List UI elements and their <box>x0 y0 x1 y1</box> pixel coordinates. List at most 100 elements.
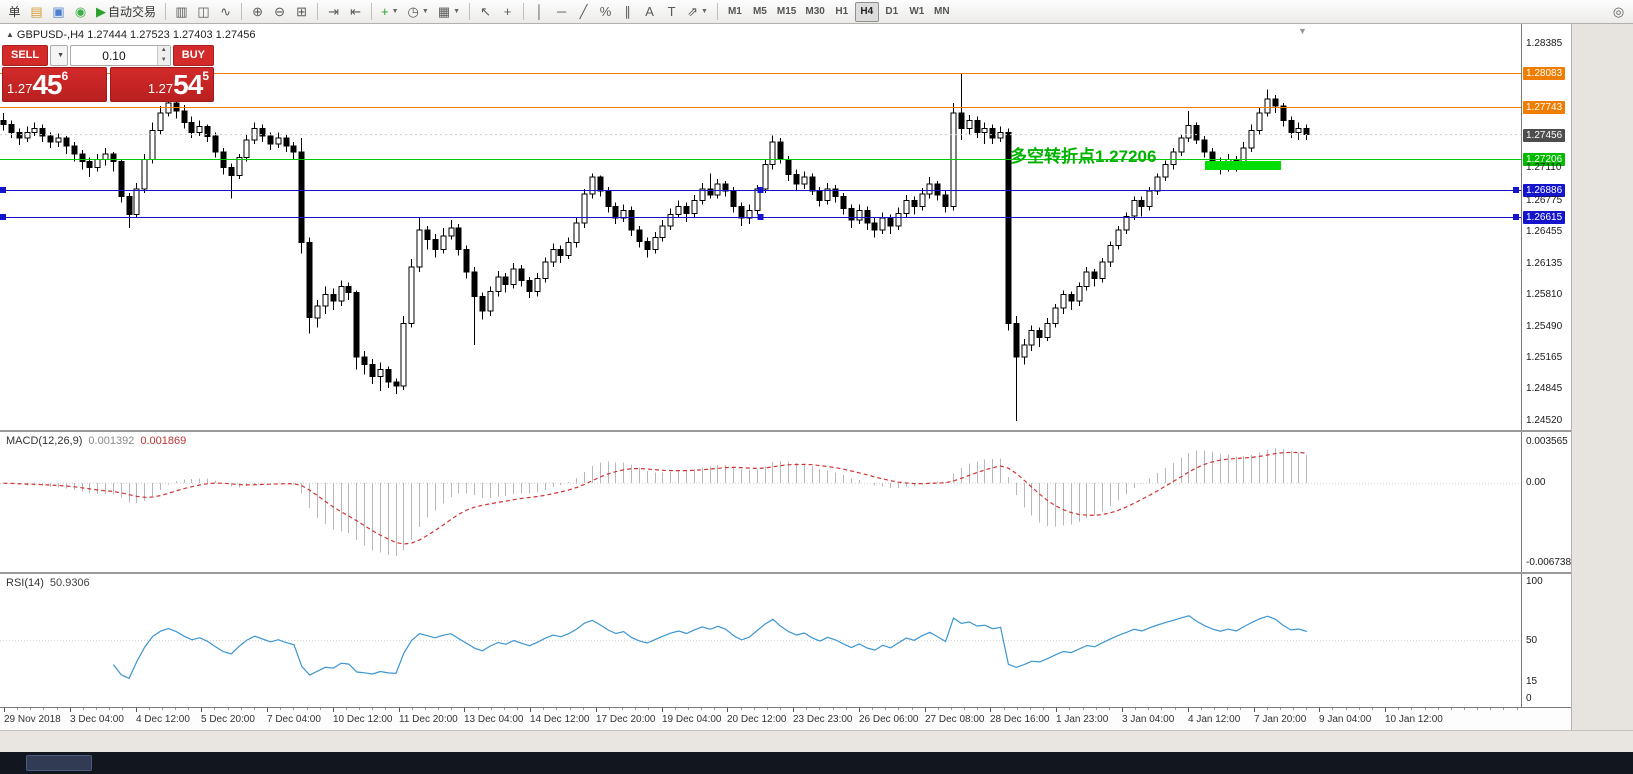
trendline-button[interactable]: ╱ <box>573 2 594 22</box>
zoom-out-button[interactable]: ⊖ <box>269 2 290 22</box>
macd-scale-label: 0.003565 <box>1526 436 1568 447</box>
timeframe-m30-button[interactable]: M30 <box>801 2 828 22</box>
community-button[interactable]: ◎ <box>1608 2 1629 22</box>
time-axis-minor-tick <box>372 708 373 710</box>
market-icon-button[interactable]: ◉ <box>70 2 91 22</box>
caret-down-icon: ▼ <box>421 8 429 15</box>
time-axis-minor-tick <box>1135 708 1136 710</box>
price-tag: 1.26886 <box>1523 184 1566 197</box>
cursor-button[interactable]: ↖ <box>475 2 496 22</box>
templates-icon: ▦ <box>437 4 451 19</box>
profile-icon-button[interactable]: ▣ <box>48 2 69 22</box>
chart-shift-button[interactable]: ⇤ <box>345 2 366 22</box>
sell-button[interactable]: SELL <box>2 45 49 66</box>
macd-scale[interactable]: 0.003565 0.00 -0.006738 <box>1521 432 1571 572</box>
macd-histogram <box>11 448 1307 557</box>
new-order-button[interactable]: 单 <box>4 2 25 22</box>
time-axis-label: 1 Jan 23:00 <box>1056 714 1109 725</box>
time-axis-tick <box>136 708 137 712</box>
l ot-up-icon[interactable]: ▲ <box>157 46 170 56</box>
vertical-line-button[interactable]: │ <box>529 2 550 22</box>
time-axis-label: 10 Jan 12:00 <box>1385 714 1443 725</box>
time-axis-label: 10 Dec 12:00 <box>333 714 393 725</box>
hline-handle[interactable] <box>0 187 6 193</box>
toolbar-separator <box>523 3 525 20</box>
sell-price-display[interactable]: 1.27 45 6 <box>2 67 107 102</box>
time-axis-minor-tick <box>1214 708 1215 710</box>
horizontal-line-button[interactable]: ─ <box>551 2 572 22</box>
time-axis-minor-tick <box>83 708 84 710</box>
hline-handle[interactable] <box>1513 214 1519 220</box>
autotrading-button[interactable]: ▶ 自动交易 <box>92 2 160 22</box>
price-scale-label: 1.24520 <box>1526 415 1563 426</box>
timeframe-m15-button[interactable]: M15 <box>773 2 800 22</box>
support-zone-rect[interactable] <box>1205 161 1281 170</box>
timeframe-h1-button[interactable]: H1 <box>830 2 854 22</box>
time-axis-tick <box>267 708 268 712</box>
time-axis-minor-tick <box>635 708 636 710</box>
time-axis-minor-tick <box>385 708 386 710</box>
trade-options-caret[interactable]: ▼ <box>50 45 69 66</box>
candlestick-chart-button[interactable]: ◫ <box>193 2 214 22</box>
chart-text-annotation[interactable]: 多空转折点1.27206 <box>1010 147 1157 166</box>
hline-handle[interactable] <box>757 187 764 193</box>
buy-button[interactable]: BUY <box>172 45 214 66</box>
timeframe-m5-button[interactable]: M5 <box>748 2 772 22</box>
periods-button[interactable]: ◷ ▼ <box>404 2 433 22</box>
price-scale-label: 1.27110 <box>1526 162 1562 173</box>
timeframe-d1-button[interactable]: D1 <box>880 2 904 22</box>
chart-shift-marker-icon[interactable]: ▼ <box>1298 26 1307 36</box>
arrows-button[interactable]: ⇗ ▼ <box>683 2 712 22</box>
time-axis-minor-tick <box>741 708 742 710</box>
hline-handle[interactable] <box>0 214 6 220</box>
price-tag: 1.27206 <box>1523 153 1566 166</box>
lot-down-icon[interactable]: ▼ <box>157 55 170 65</box>
hline-handle[interactable] <box>757 214 764 220</box>
timeframe-mn-button[interactable]: MN <box>930 2 954 22</box>
timeframe-m1-button[interactable]: M1 <box>723 2 747 22</box>
time-axis-minor-tick <box>175 708 176 710</box>
channel-button[interactable]: ∥ <box>617 2 638 22</box>
lot-size-input[interactable] <box>71 46 157 65</box>
fibonacci-button[interactable]: % <box>595 2 616 22</box>
time-axis[interactable]: 29 Nov 2018 3 Dec 04:00 4 Dec 12:00 5 Dec 2… <box>0 708 1571 730</box>
candlestick-chart-icon: ◫ <box>197 4 210 19</box>
timeframe-h4-button[interactable]: H4 <box>854 1 879 22</box>
panel-collapse-icon[interactable]: ▲ <box>6 30 14 39</box>
time-axis-minor-tick <box>1240 708 1241 710</box>
text-icon: A <box>645 4 654 19</box>
time-axis-tick <box>596 708 597 712</box>
line-chart-button[interactable]: ∿ <box>215 2 236 22</box>
templates-button[interactable]: ▦ ▼ <box>434 2 464 22</box>
rsi-canvas[interactable] <box>0 574 1521 707</box>
accounts-icon-button[interactable]: ▤ <box>26 2 47 22</box>
chart-stack: ▲ GBPUSD-,H4 1.27444 1.27523 1.27403 1.27… <box>0 24 1571 730</box>
time-axis-tick <box>399 708 400 712</box>
buy-price-big: 54 <box>173 69 203 100</box>
auto-scroll-button[interactable]: ⇥ <box>323 2 344 22</box>
time-axis-minor-tick <box>1411 708 1412 710</box>
price-scale[interactable]: 1.28385 1.28083 1.27743 1.27456 1.27206 1.271… <box>1521 24 1571 430</box>
macd-canvas[interactable] <box>0 432 1521 572</box>
tile-windows-button[interactable]: ⊞ <box>291 2 312 22</box>
caret-down-icon: ▼ <box>391 8 399 15</box>
rsi-scale[interactable]: 100 50 15 0 <box>1521 574 1571 707</box>
hline-handle[interactable] <box>1513 187 1519 193</box>
zoom-in-button[interactable]: ⊕ <box>247 2 268 22</box>
time-axis-minor-tick <box>188 708 189 710</box>
time-axis-tick <box>1056 708 1057 712</box>
taskbar-app-button[interactable] <box>26 755 92 771</box>
crosshair-button[interactable]: + <box>497 2 518 22</box>
timeframe-w1-button[interactable]: W1 <box>905 2 929 22</box>
time-axis-minor-tick <box>1043 708 1044 710</box>
new-order-button-label: 单 <box>8 5 21 19</box>
time-axis-minor-tick <box>320 708 321 710</box>
time-axis-minor-tick <box>1096 708 1097 710</box>
add-indicator-button[interactable]: + ▼ <box>377 2 403 22</box>
time-axis-minor-tick <box>1201 708 1202 710</box>
text-label-button[interactable]: T <box>661 2 682 22</box>
text-button[interactable]: A <box>639 2 660 22</box>
bar-chart-button[interactable]: ▥ <box>171 2 192 22</box>
buy-price-display[interactable]: 1.27 54 5 <box>109 67 214 102</box>
price-chart-canvas[interactable] <box>0 24 1521 430</box>
